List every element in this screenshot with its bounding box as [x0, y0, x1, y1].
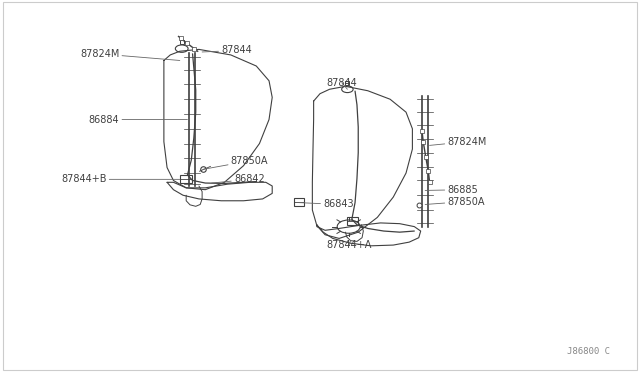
Text: 87844+A: 87844+A — [326, 240, 372, 250]
Text: 87850A: 87850A — [425, 196, 485, 206]
Text: 87824M: 87824M — [80, 49, 180, 61]
Text: J86800 C: J86800 C — [567, 347, 610, 356]
Bar — [294, 198, 304, 206]
Bar — [180, 175, 192, 183]
Bar — [348, 217, 358, 225]
Text: 87850A: 87850A — [203, 156, 268, 169]
Text: 86885: 86885 — [425, 185, 478, 195]
Text: 86884: 86884 — [89, 115, 188, 125]
Text: 87844: 87844 — [202, 45, 252, 55]
Text: 87824M: 87824M — [429, 137, 487, 147]
Text: 86842: 86842 — [212, 174, 265, 185]
Text: 87844: 87844 — [326, 78, 357, 89]
Text: 87844+B: 87844+B — [61, 174, 180, 185]
Text: 86843: 86843 — [299, 199, 354, 209]
